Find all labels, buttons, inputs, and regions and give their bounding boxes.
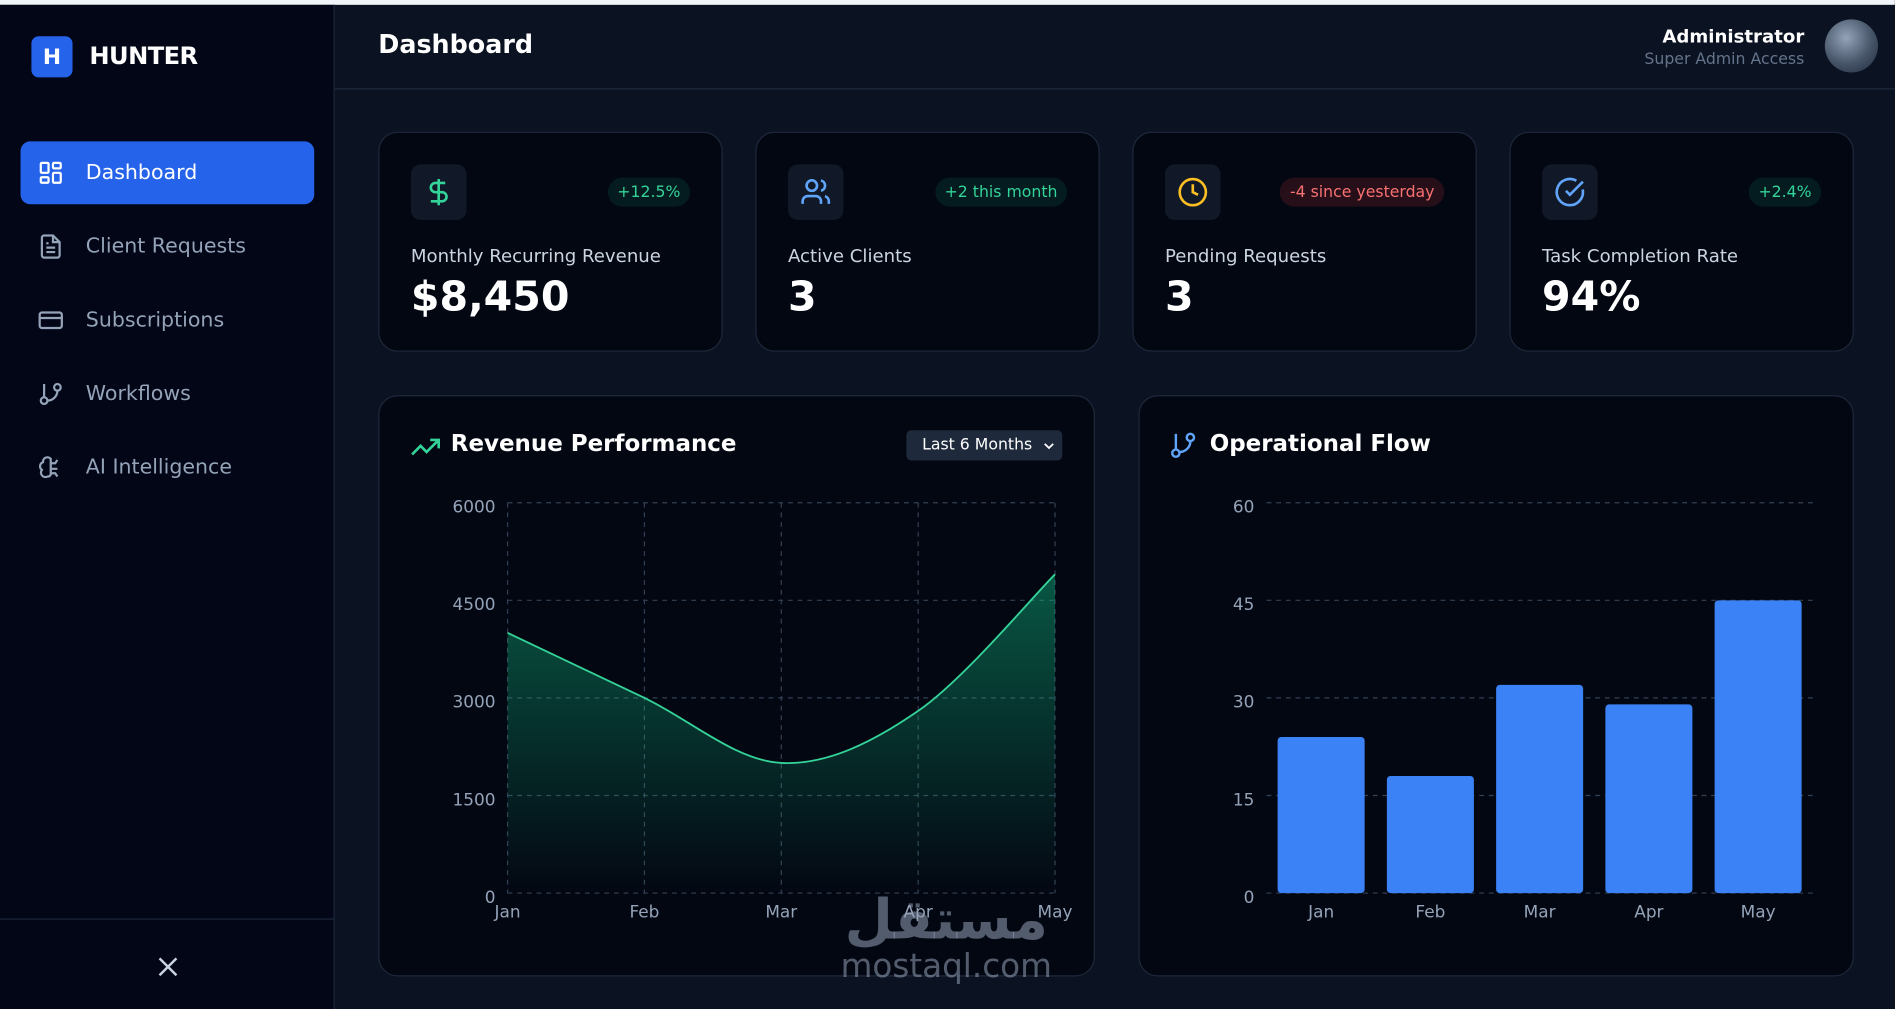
bar [1605, 704, 1693, 894]
stat-badge: +2.4% [1748, 177, 1822, 207]
page-title: Dashboard [378, 30, 534, 60]
nav-label: AI Intelligence [85, 455, 232, 480]
y-tick-label: 30 [1233, 692, 1255, 712]
stat-icon [1164, 164, 1221, 220]
logo[interactable]: H [31, 36, 73, 78]
stat-badge: +12.5% [607, 177, 691, 207]
avatar[interactable] [1824, 19, 1879, 73]
stat-label: Monthly Recurring Revenue [410, 245, 661, 268]
y-tick-label: 6000 [452, 497, 495, 517]
stat-icon [1542, 164, 1598, 220]
header-divider [334, 88, 1895, 90]
chart-title: Operational Flow [1210, 431, 1431, 457]
nav-label: Dashboard [85, 160, 198, 185]
nav-item[interactable]: Subscriptions [21, 289, 315, 352]
stat-card: +2 this month Active Clients 3 [755, 131, 1100, 352]
x-tick-label: Feb [1415, 901, 1445, 921]
stat-icon [787, 164, 844, 220]
stat-value: 94% [1542, 273, 1641, 322]
stat-value: 3 [1164, 273, 1194, 322]
bar [1714, 600, 1802, 894]
x-tick-label: Mar [1524, 901, 1556, 921]
y-tick-label: 3000 [452, 692, 495, 712]
chart-title: Revenue Performance [451, 431, 737, 457]
nav-item[interactable]: Workflows [21, 363, 315, 426]
trend-icon [411, 438, 441, 456]
y-tick-label: 0 [1244, 887, 1255, 907]
user-name: Administrator [1662, 25, 1805, 48]
stat-value: $8,450 [410, 273, 570, 322]
stat-label: Task Completion Rate [1542, 245, 1739, 268]
x-tick-label: May [1741, 901, 1776, 921]
brand-name: HUNTER [89, 41, 198, 71]
stat-badge: -4 since yesterday [1280, 177, 1445, 207]
bar [1496, 684, 1584, 894]
y-tick-label: 0 [485, 887, 496, 907]
dropdown-label: Last 6 Months [922, 436, 1033, 455]
sidebar-footer [0, 918, 334, 1009]
line [507, 573, 1056, 764]
range-dropdown[interactable]: Last 6 Months [906, 430, 1063, 461]
nav-label: Workflows [85, 381, 191, 407]
x-tick-label: Mar [765, 901, 797, 921]
x-tick-label: May [1038, 901, 1073, 921]
watermark: mostaql.com [841, 947, 1052, 985]
y-tick-label: 15 [1233, 789, 1255, 809]
nav-item[interactable]: Client Requests [21, 215, 315, 278]
stat-icon [410, 164, 467, 220]
stat-label: Pending Requests [1164, 245, 1327, 268]
x-tick-label: Jan [1307, 901, 1334, 921]
x-tick-label: Feb [629, 901, 659, 921]
x-tick-label: Apr [904, 901, 933, 921]
y-tick-label: 4500 [452, 594, 495, 614]
x-tick-label: Jan [494, 901, 521, 921]
stat-card: +2.4% Task Completion Rate 94% [1509, 131, 1854, 352]
stat-card: -4 since yesterday Pending Requests 3 [1132, 131, 1477, 352]
watermark: مستقل [845, 887, 1048, 952]
bar [1386, 775, 1474, 894]
nav-label: Subscriptions [85, 308, 225, 333]
y-tick-label: 45 [1233, 594, 1255, 614]
flow-icon [1171, 432, 1196, 459]
nav-item[interactable]: Dashboard [20, 141, 315, 205]
y-tick-label: 1500 [452, 789, 495, 809]
close-button[interactable] [157, 956, 179, 978]
top-strip [0, 0, 1895, 5]
nav-item[interactable]: AI Intelligence [21, 436, 315, 499]
stat-badge: +2 this month [934, 177, 1068, 207]
stat-value: 3 [787, 273, 817, 322]
user-role: Super Admin Access [1644, 50, 1805, 69]
stat-label: Active Clients [787, 245, 912, 268]
bar [1277, 736, 1365, 894]
x-tick-label: Apr [1634, 901, 1663, 921]
stat-card: +12.5% Monthly Recurring Revenue $8,450 [378, 131, 723, 352]
nav-label: Client Requests [85, 234, 246, 259]
y-tick-label: 60 [1233, 497, 1255, 517]
area [507, 574, 1056, 894]
